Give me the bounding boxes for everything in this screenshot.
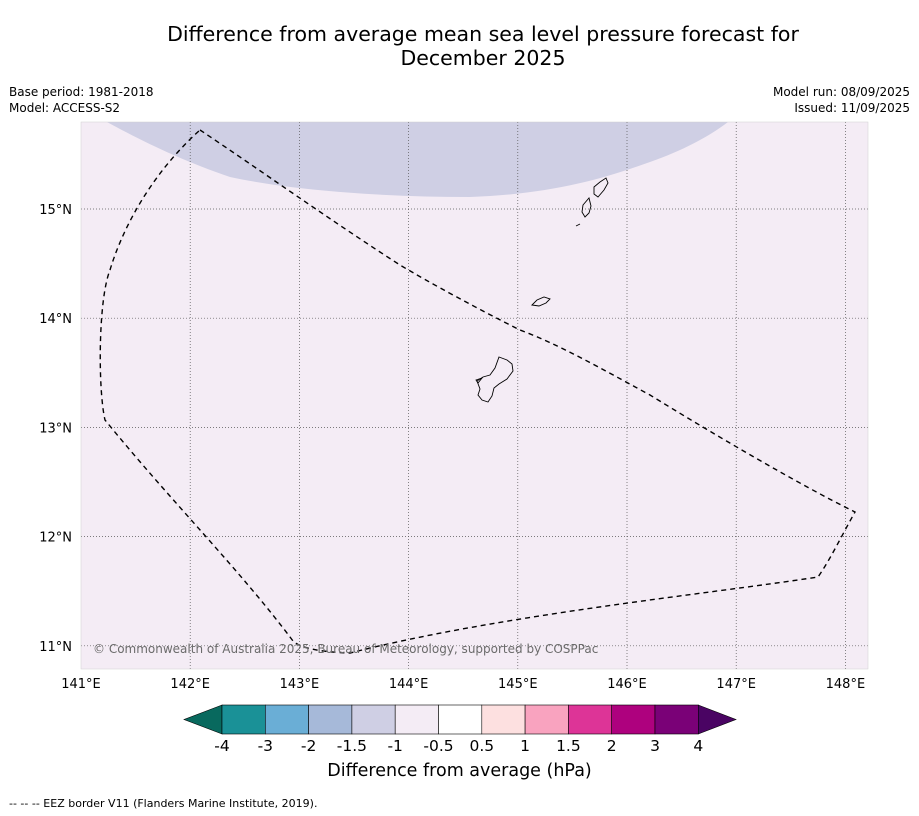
colorbar-tick-label: -3 (258, 737, 273, 755)
chart-title-line2: December 2025 (400, 46, 566, 70)
colorbar-segment (308, 704, 353, 735)
graticule (81, 122, 868, 669)
colorbar-segment (568, 704, 613, 735)
colorbar-over-arrow (697, 704, 737, 735)
colorbar-tick-label: 1.5 (556, 737, 581, 755)
latitude-label: 13°N (39, 421, 72, 436)
island-rota (531, 296, 551, 307)
map-background (81, 122, 868, 669)
island-guam (476, 356, 514, 403)
model-run-text: Model run: 08/09/2025 (772, 85, 910, 99)
latitude-label: 14°N (39, 312, 72, 327)
colorbar-tick-label: -0.5 (423, 737, 453, 755)
colorbar-segment (264, 704, 309, 735)
colorbar-tick-label: 2 (607, 737, 617, 755)
longitude-label: 145°E (498, 677, 538, 692)
latitude-label: 12°N (39, 531, 72, 546)
pressure-anomaly-region (107, 122, 728, 197)
longitude-label: 141°E (61, 677, 101, 692)
issued-text: Issued: 11/09/2025 (794, 101, 910, 115)
longitude-label: 146°E (607, 677, 647, 692)
longitude-label: 144°E (389, 677, 429, 692)
eez-footnote: -- -- -- EEZ border V11 (Flanders Marine… (9, 797, 318, 810)
colorbar-segment (394, 704, 439, 735)
map-frame (80, 121, 869, 670)
colorbar-tick-label: -4 (214, 737, 229, 755)
latitude-tick-labels: 15°N 14°N 13°N 12°N 11°N (39, 203, 72, 655)
eez-border (99, 129, 856, 654)
latitude-label: 15°N (39, 203, 72, 218)
longitude-label: 148°E (826, 677, 866, 692)
colorbar-segment (481, 704, 526, 735)
colorbar-tick-label: -1 (387, 737, 402, 755)
colorbar-segment (654, 704, 699, 735)
island-tinian (581, 197, 592, 218)
latitude-label: 11°N (39, 640, 72, 655)
copyright-text: © Commonwealth of Australia 2025, Bureau… (93, 642, 598, 656)
longitude-tick-labels: 141°E 142°E 143°E 144°E 145°E 146°E 147°E 148°E (61, 677, 865, 692)
chart-title: Difference from average mean sea level p… (0, 22, 919, 70)
colorbar-tick-label: 1 (520, 737, 530, 755)
chart-title-line1: Difference from average mean sea level p… (167, 22, 799, 46)
colorbar-tick-label: -1.5 (337, 737, 367, 755)
island-saipan (593, 177, 609, 198)
longitude-label: 142°E (170, 677, 210, 692)
island-aguijan (575, 223, 581, 227)
colorbar-tick-label: 0.5 (469, 737, 494, 755)
longitude-label: 143°E (280, 677, 320, 692)
colorbar-tick-label: 3 (650, 737, 660, 755)
colorbar-tick-label: 4 (693, 737, 703, 755)
meta-left: Base period: 1981-2018 Model: ACCESS-S2 (9, 84, 154, 116)
colorbar-segment (221, 704, 266, 735)
base-period-text: Base period: 1981-2018 (9, 85, 154, 99)
model-text: Model: ACCESS-S2 (9, 101, 121, 115)
colorbar-under-arrow (183, 704, 223, 735)
colorbar: -4 -3 -2 -1.5 -1 -0.5 0.5 1 1.5 2 3 4 (183, 704, 737, 755)
longitude-label: 147°E (716, 677, 756, 692)
meta-right: Model run: 08/09/2025 Issued: 11/09/2025 (773, 84, 910, 116)
colorbar-segment (438, 704, 483, 735)
island-guam-tip (475, 377, 484, 384)
colorbar-segment (611, 704, 656, 735)
colorbar-tick-label: -2 (301, 737, 316, 755)
colorbar-title: Difference from average (hPa) (327, 761, 592, 781)
islands (475, 177, 609, 403)
colorbar-segment (524, 704, 569, 735)
colorbar-segment (351, 704, 396, 735)
